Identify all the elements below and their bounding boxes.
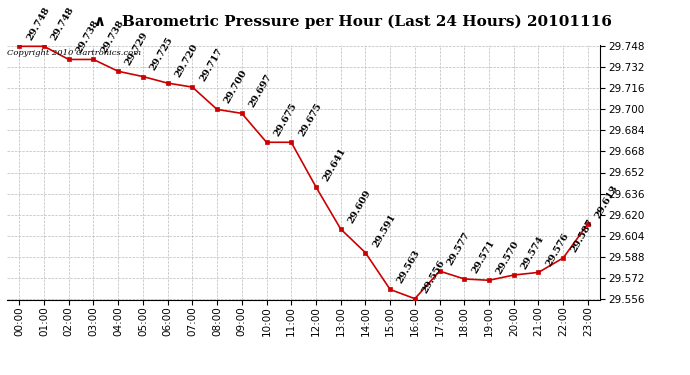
Text: 29.725: 29.725: [148, 36, 175, 72]
Text: 29.738: 29.738: [75, 19, 101, 55]
Text: 29.729: 29.729: [124, 30, 150, 67]
Text: 29.587: 29.587: [569, 217, 595, 254]
Text: 29.720: 29.720: [173, 42, 199, 79]
Text: Copyright 2010 Cartronics.com: Copyright 2010 Cartronics.com: [8, 49, 141, 57]
Text: 29.675: 29.675: [297, 102, 323, 138]
Text: 29.570: 29.570: [495, 239, 521, 276]
Text: 29.748: 29.748: [50, 6, 76, 42]
Text: 29.576: 29.576: [544, 232, 571, 268]
Text: 29.738: 29.738: [99, 19, 126, 55]
Text: 29.609: 29.609: [346, 188, 373, 225]
Text: 29.556: 29.556: [420, 258, 446, 294]
Text: 29.700: 29.700: [223, 68, 249, 105]
Text: 29.563: 29.563: [395, 249, 422, 285]
Text: 29.641: 29.641: [322, 146, 348, 183]
Text: 29.591: 29.591: [371, 212, 397, 249]
Text: 29.717: 29.717: [198, 46, 224, 83]
Text: ∧   Barometric Pressure per Hour (Last 24 Hours) 20101116: ∧ Barometric Pressure per Hour (Last 24 …: [78, 15, 612, 29]
Text: 29.571: 29.571: [470, 238, 496, 275]
Text: 29.613: 29.613: [593, 183, 620, 220]
Text: 29.577: 29.577: [445, 230, 471, 267]
Text: 29.748: 29.748: [25, 6, 51, 42]
Text: 29.675: 29.675: [272, 102, 298, 138]
Text: 29.697: 29.697: [247, 72, 274, 109]
Text: 29.574: 29.574: [520, 234, 546, 271]
